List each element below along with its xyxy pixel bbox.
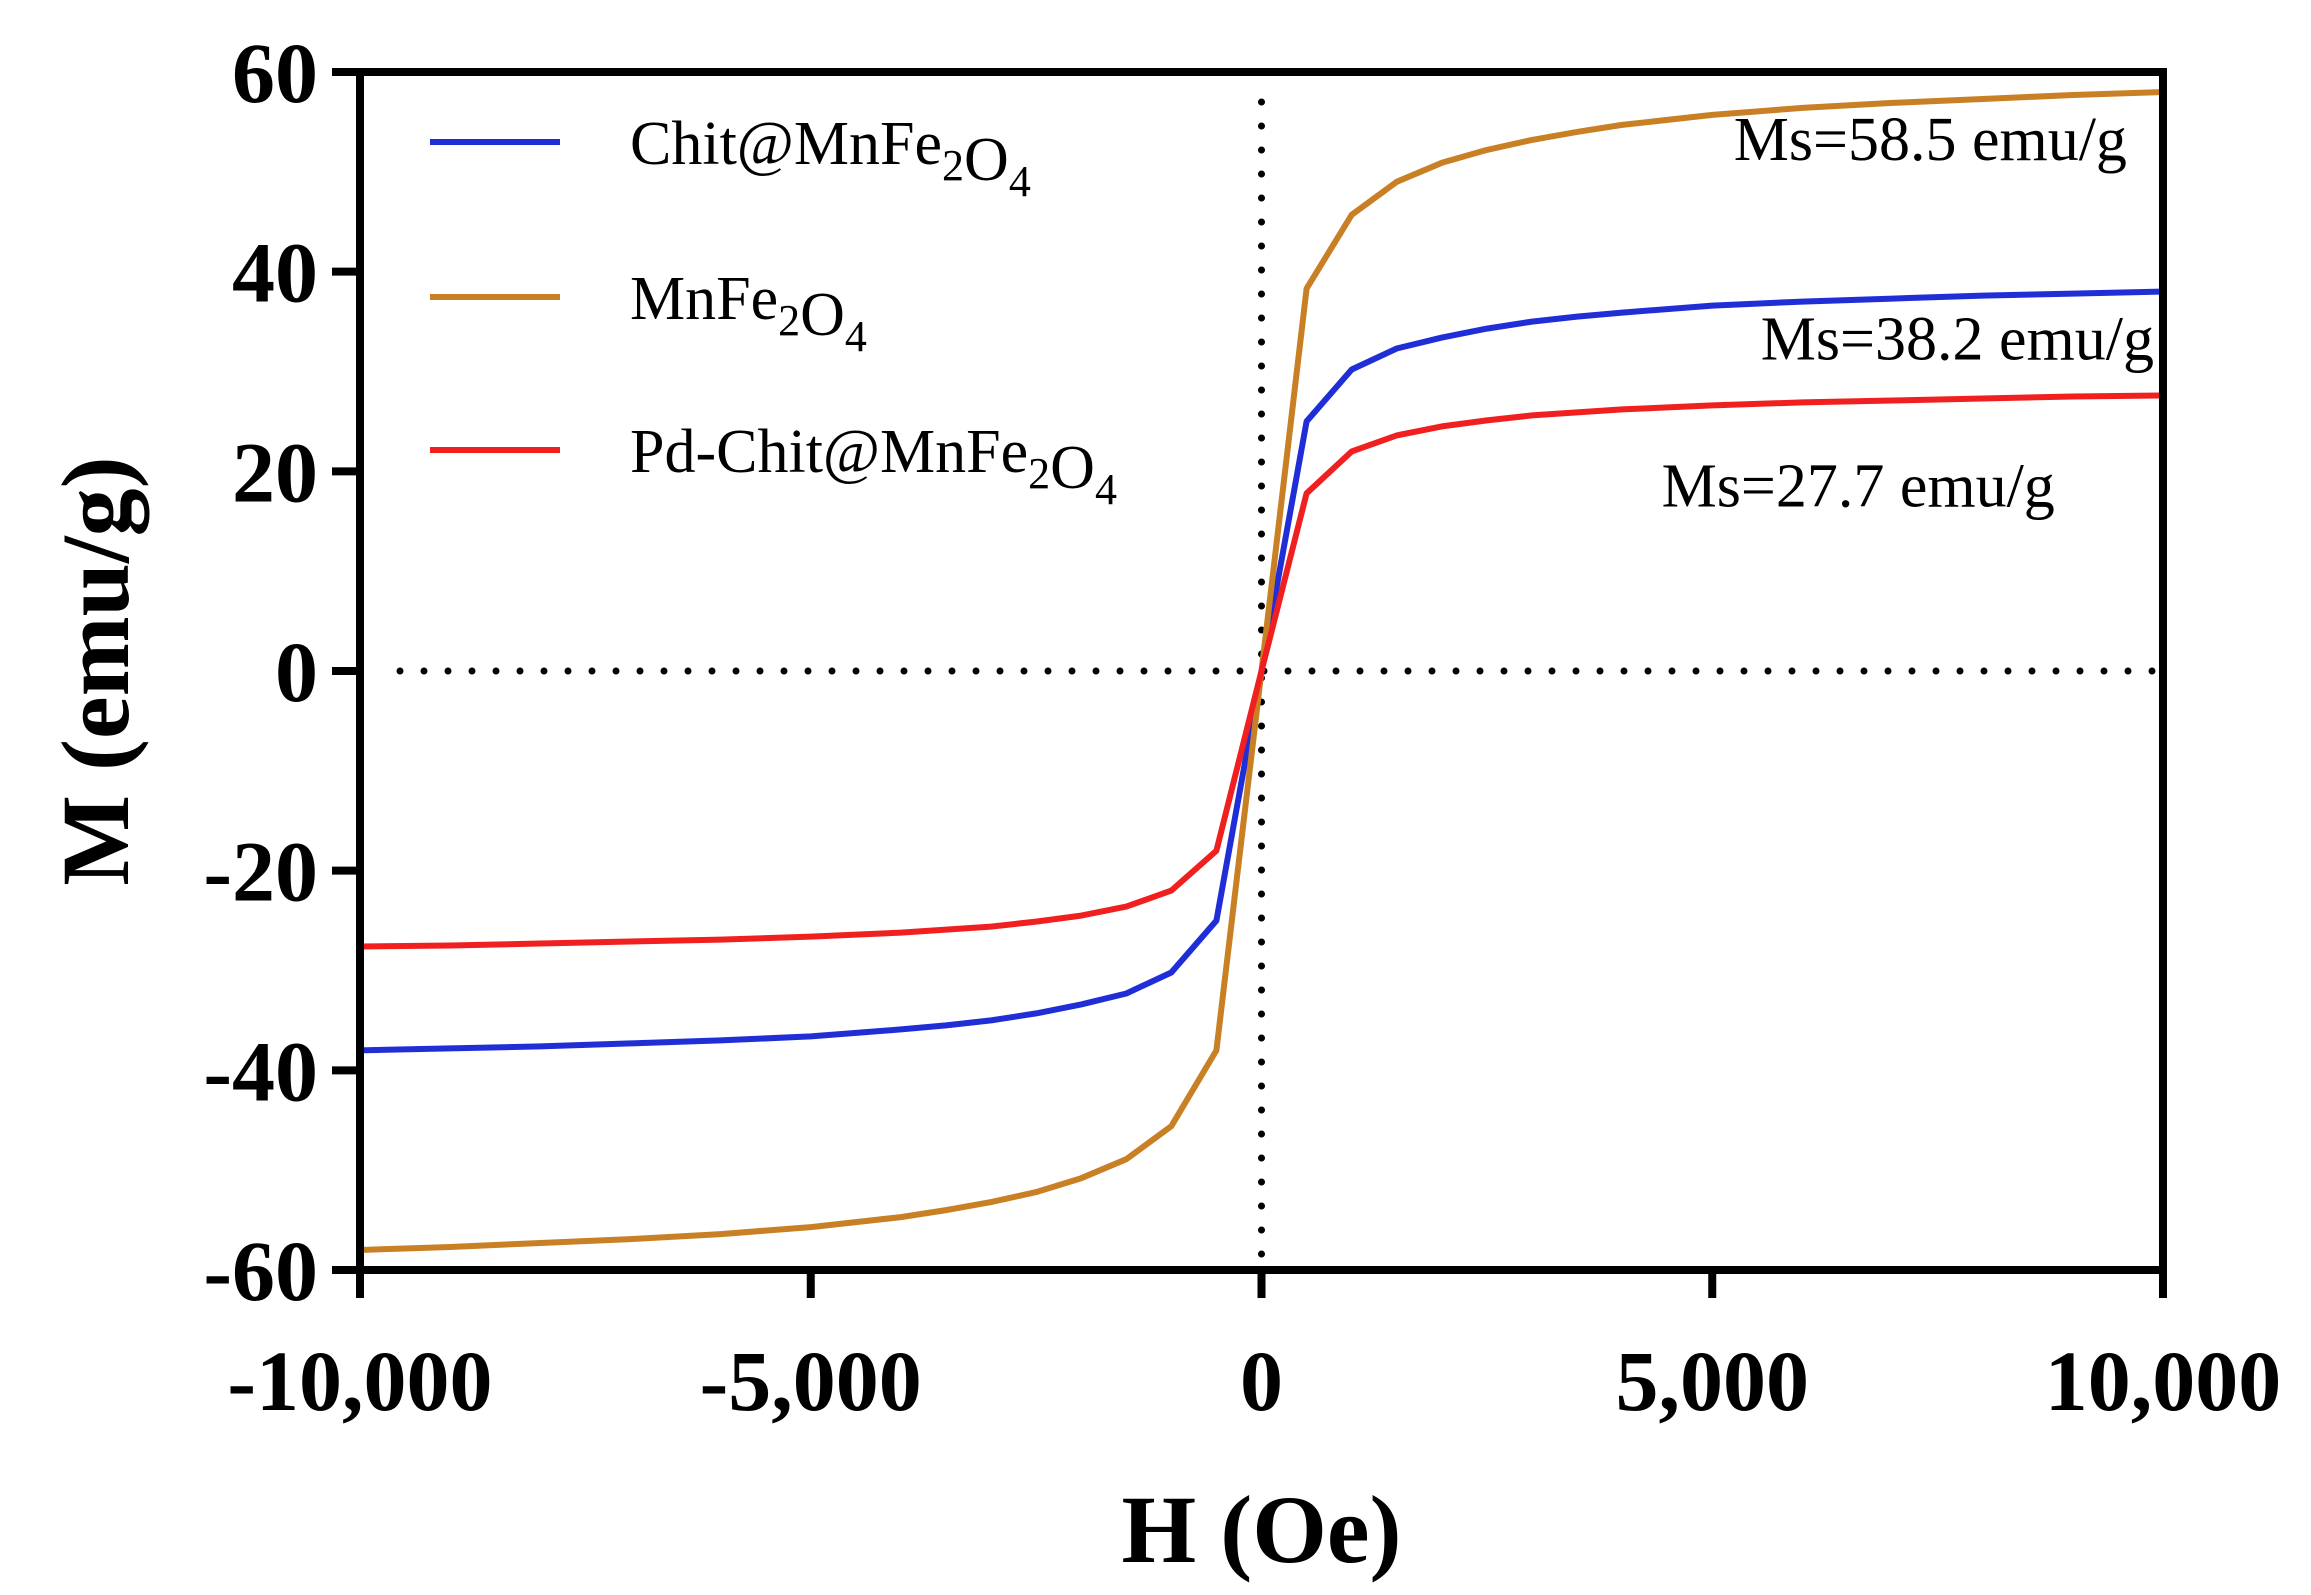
reference-lines	[396, 98, 2157, 1274]
y-axis-title: M (emu/g)	[42, 456, 149, 885]
y-tick-label: 60	[232, 25, 318, 121]
legend-text-part: MnFe	[630, 265, 778, 333]
legend-subscript: 4	[845, 312, 867, 361]
x-tick-label: 5,000	[1616, 1333, 1810, 1429]
series-line-pd-chit-mnfe2o4	[359, 392, 2164, 950]
ms-annotation: Ms=38.2 emu/g	[1761, 306, 2154, 374]
y-tick-label: -20	[203, 824, 318, 920]
ticks: -10,000 -5,000 0 5,000 10,000 -60 -40 -20 0 20 40 6…	[203, 25, 2281, 1429]
ms-annotation: Ms=58.5 emu/g	[1734, 106, 2127, 174]
legend-label: Chit@MnFe2O4	[630, 110, 1031, 206]
legend-text-part: O	[964, 126, 1009, 194]
legend-text-part: O	[800, 281, 845, 349]
x-tick-label: 10,000	[2045, 1333, 2282, 1429]
legend-text-part: Chit@MnFe	[630, 110, 942, 178]
legend-subscript: 2	[942, 141, 964, 190]
series-layer	[359, 89, 2164, 1253]
legend-subscript: 4	[1009, 157, 1031, 206]
legend-label: MnFe2O4	[630, 265, 867, 361]
y-tick-label: 40	[232, 225, 318, 321]
x-tick-label: 0	[1240, 1333, 1283, 1429]
legend-subscript: 2	[778, 296, 800, 345]
y-tick-label: -40	[203, 1023, 318, 1119]
ms-annotation: Ms=27.7 emu/g	[1662, 452, 2055, 520]
legend-text-part: Pd-Chit@MnFe	[630, 418, 1028, 486]
annotations: Ms=58.5 emu/g Ms=38.2 emu/g Ms=27.7 emu/g	[1662, 106, 2154, 520]
x-tick-label: -5,000	[700, 1333, 922, 1429]
y-tick-label: -60	[203, 1223, 318, 1319]
legend-subscript: 2	[1028, 449, 1050, 498]
y-tick-label: 0	[275, 624, 318, 720]
legend-subscript: 4	[1095, 465, 1117, 514]
x-tick-label: -10,000	[227, 1333, 492, 1429]
x-axis-title: H (Oe)	[1122, 1476, 1402, 1583]
y-tick-label: 20	[232, 424, 318, 520]
legend-label: Pd-Chit@MnFe2O4	[630, 418, 1117, 514]
legend-text-part: O	[1050, 434, 1095, 502]
